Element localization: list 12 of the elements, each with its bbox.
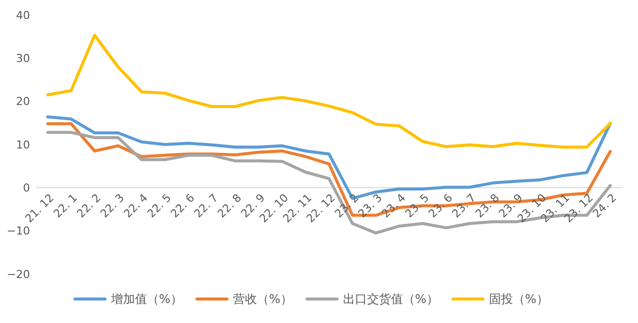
y-tick-label: 0 — [23, 182, 30, 195]
line-series — [46, 34, 612, 149]
y-tick-label: 10 — [16, 138, 30, 152]
legend-label: 固投（%） — [489, 292, 548, 306]
y-tick-label: 30 — [16, 52, 30, 66]
y-tick-label: 40 — [16, 8, 30, 22]
y-tick-label: 20 — [16, 95, 30, 108]
legend-label: 营收（%） — [233, 292, 292, 306]
y-tick-label: −20 — [6, 268, 30, 281]
legend-label: 增加值（%） — [110, 292, 182, 306]
legend-label: 出口交货值（%） — [343, 292, 438, 306]
y-tick-label: −10 — [6, 224, 30, 238]
